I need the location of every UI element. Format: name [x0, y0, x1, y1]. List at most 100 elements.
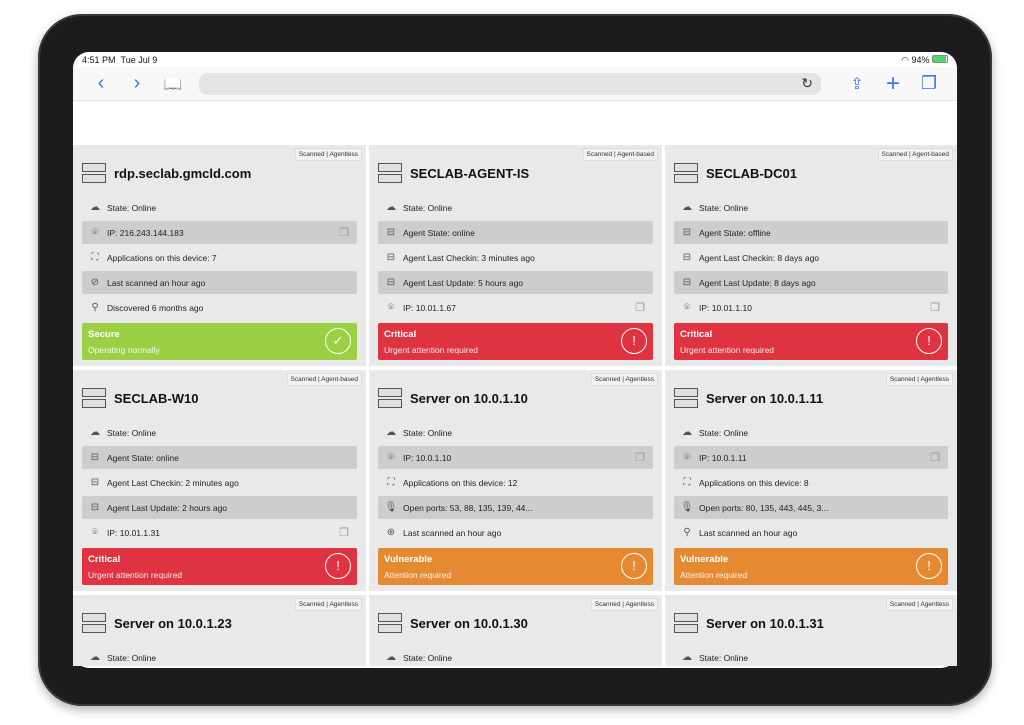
info-row: ⊟ Agent Last Checkin: 3 minutes ago [378, 246, 653, 269]
info-text: Open ports: 80, 135, 443, 445, 3... [699, 502, 829, 513]
agent-icon: ⊟ [682, 227, 692, 238]
scan-type-tag: Scanned | Agentless [590, 373, 658, 386]
device-card[interactable]: Scanned | Agentless Server on 10.0.1.11 ☁… [665, 370, 957, 591]
info-row: ⊟ Agent Last Checkin: 2 minutes ago [82, 471, 357, 494]
status-label: Critical [680, 329, 713, 340]
status-banner[interactable]: Vulnerable Attention required! [674, 548, 948, 585]
exclamation-icon: ! [916, 553, 942, 579]
agent-icon: ⊟ [682, 277, 692, 288]
info-row: ⊟ Agent Last Checkin: 8 days ago [674, 246, 948, 269]
status-subtext: Urgent attention required [384, 345, 479, 355]
info-text: State: Online [403, 427, 453, 438]
new-tab-icon[interactable]: + [885, 69, 900, 97]
info-text: State: Online [403, 202, 453, 213]
info-text: IP: 10.01.1.31 [107, 527, 160, 538]
status-banner[interactable]: Vulnerable Attention required! [378, 548, 653, 585]
browser-toolbar: ‹ › 📖 ↻ ⇪ + ❐ [73, 67, 957, 101]
scan-type-tag: Scanned | Agentless [294, 148, 362, 161]
copy-icon[interactable]: ❐ [635, 302, 645, 314]
info-row: ⚲ Discovered 6 months ago [82, 296, 357, 319]
microphone-icon: 🎙 [384, 502, 398, 513]
status-banner[interactable]: Critical Urgent attention required! [674, 323, 948, 360]
copy-icon[interactable]: ❐ [930, 302, 940, 314]
cloud-upload-icon: ☁ [90, 427, 100, 438]
bookmarks-icon[interactable]: 📖 [163, 75, 183, 93]
agent-icon: ⊟ [682, 252, 692, 263]
info-row: ⌾ IP: 10.01.1.67 ❐ [378, 296, 653, 319]
cloud-upload-icon: ☁ [90, 652, 100, 663]
info-text: Applications on this device: 7 [107, 252, 217, 263]
info-row: ⌾ IP: 10.0.1.11 ❐ [674, 446, 948, 469]
info-text: IP: 10.01.1.10 [699, 302, 752, 313]
tabs-icon[interactable]: ❐ [920, 73, 938, 93]
cloud-upload-icon: ☁ [682, 202, 692, 213]
info-text: Agent Last Update: 8 days ago [699, 277, 816, 288]
info-text: Agent Last Update: 5 hours ago [403, 277, 524, 288]
copy-icon[interactable]: ❐ [930, 452, 940, 464]
search-icon: ⚲ [683, 527, 691, 538]
exclamation-icon: ! [621, 328, 647, 354]
device-card[interactable]: Scanned | Agentless Server on 10.0.1.10 ☁… [369, 370, 662, 591]
info-row: ☁ State: Online [82, 646, 357, 666]
apps-frame-icon: ⛶ [387, 477, 395, 488]
address-bar[interactable]: ↻ [199, 72, 821, 95]
info-row: ☁ State: Online [378, 421, 653, 444]
scan-check-icon: ⊘ [90, 277, 100, 288]
scan-type-tag: Scanned | Agent-based [582, 148, 658, 161]
info-text: Agent Last Update: 2 hours ago [107, 502, 228, 513]
checkmark-icon: ✓ [325, 328, 351, 354]
info-text: IP: 10.0.1.11 [699, 452, 747, 463]
share-icon[interactable]: ⇪ [850, 75, 864, 93]
copy-icon[interactable]: ❐ [635, 452, 645, 464]
location-pin-icon: ⌾ [92, 527, 98, 538]
info-text: Agent State: online [403, 227, 475, 238]
screen: 4:51 PM Tue Jul 9 ◠ 94% ‹ › 📖 ↻ ⇪ + ❐ Sc… [73, 52, 957, 668]
info-text: Agent Last Checkin: 2 minutes ago [107, 477, 239, 488]
info-text: Open ports: 53, 88, 135, 139, 44... [403, 502, 533, 513]
search-icon: ⚲ [91, 302, 99, 313]
info-text: State: Online [107, 427, 157, 438]
time: 4:51 PM [82, 55, 116, 65]
device-title: SECLAB-W10 [114, 390, 199, 406]
location-pin-icon: ⌾ [388, 452, 394, 463]
reload-icon[interactable]: ↻ [801, 74, 813, 91]
info-row: ☁ State: Online [674, 646, 948, 666]
server-icon [378, 388, 402, 408]
info-row: ⊟ Agent State: online [378, 221, 653, 244]
copy-icon[interactable]: ❐ [339, 527, 349, 539]
status-subtext: Urgent attention required [88, 570, 183, 580]
scan-type-tag: Scanned | Agentless [885, 373, 953, 386]
status-banner[interactable]: Critical Urgent attention required! [82, 548, 357, 585]
info-row: ☁ State: Online [82, 421, 357, 444]
device-card[interactable]: Scanned | Agent-based SECLAB-AGENT-IS ☁ St… [369, 145, 662, 366]
apps-frame-icon: ⛶ [683, 477, 691, 488]
info-text: Agent State: online [107, 452, 179, 463]
scan-type-tag: Scanned | Agent-based [286, 373, 362, 386]
scan-type-tag: Scanned | Agent-based [877, 148, 953, 161]
device-card[interactable]: Scanned | Agentless rdp.seclab.gmcld.com… [73, 145, 366, 366]
copy-icon[interactable]: ❐ [339, 227, 349, 239]
device-card[interactable]: Scanned | Agentless Server on 10.0.1.31 ☁… [665, 595, 957, 666]
info-text: State: Online [699, 202, 749, 213]
server-icon [378, 613, 402, 633]
device-card[interactable]: Scanned | Agent-based SECLAB-W10 ☁ State: … [73, 370, 366, 591]
device-card[interactable]: Scanned | Agentless Server on 10.0.1.30 ☁… [369, 595, 662, 666]
device-title: SECLAB-DC01 [706, 165, 798, 181]
info-text: IP: 10.0.1.10 [403, 452, 452, 463]
back-button[interactable]: ‹ [97, 72, 105, 94]
info-row: ☁ State: Online [378, 646, 653, 666]
agent-icon: ⊟ [90, 452, 100, 463]
info-row: ⊟ Agent Last Update: 8 days ago [674, 271, 948, 294]
location-pin-icon: ⌾ [684, 452, 690, 463]
forward-button[interactable]: › [133, 72, 141, 94]
server-icon [378, 163, 402, 183]
info-text: State: Online [403, 652, 453, 663]
cloud-upload-icon: ☁ [386, 427, 396, 438]
status-banner[interactable]: Critical Urgent attention required! [378, 323, 653, 360]
status-banner[interactable]: Secure Operating normally ✓ [82, 323, 357, 360]
device-card[interactable]: Scanned | Agentless Server on 10.0.1.23 ☁… [73, 595, 366, 666]
info-row: ⛶ Applications on this device: 7 [82, 246, 357, 269]
device-card[interactable]: Scanned | Agent-based SECLAB-DC01 ☁ State:… [665, 145, 957, 366]
status-bar: 4:51 PM Tue Jul 9 ◠ 94% [73, 52, 957, 67]
device-title: Server on 10.0.1.10 [410, 390, 528, 406]
